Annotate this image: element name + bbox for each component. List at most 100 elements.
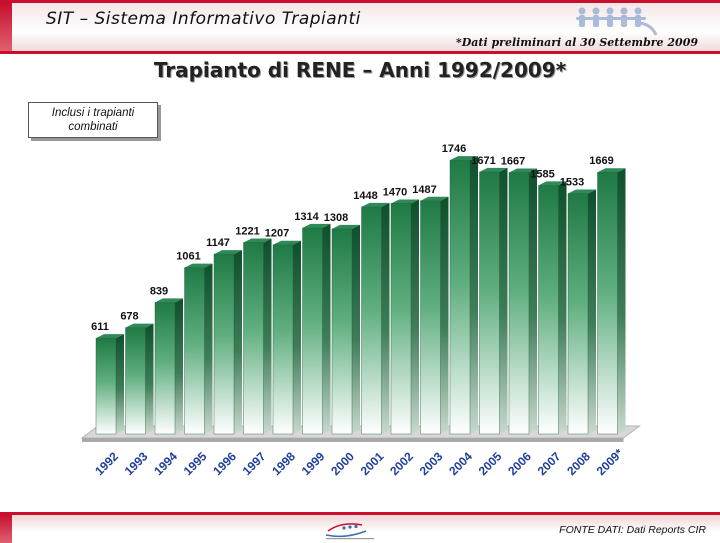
bar-front — [567, 193, 589, 435]
x-tick-label: 2001 — [358, 449, 387, 478]
bar-side — [263, 238, 272, 434]
footer-banner: FONTE DATI: Dati Reports CIR — [0, 512, 720, 543]
bar-top — [125, 323, 154, 328]
x-tick-label: 1995 — [181, 449, 210, 478]
bar-front — [184, 267, 205, 435]
value-label: 1585 — [530, 168, 554, 180]
bar-side — [293, 240, 301, 434]
bar-side — [175, 298, 183, 434]
bar — [567, 189, 596, 435]
bar-top — [391, 199, 419, 204]
x-tick-label: 1999 — [299, 449, 328, 478]
value-label: 1470 — [383, 186, 407, 198]
bar-front — [272, 244, 294, 435]
bar-side — [381, 202, 390, 434]
bar-side — [322, 223, 331, 434]
bar-front — [125, 327, 146, 435]
bar-front — [479, 171, 500, 435]
bar — [184, 263, 213, 435]
bar-top — [184, 263, 213, 268]
bar-top — [273, 240, 301, 245]
bar — [213, 250, 242, 435]
value-label: 1308 — [324, 212, 348, 224]
bar-side — [470, 156, 478, 434]
bar-top — [479, 167, 508, 172]
x-tick-label: 2008 — [564, 449, 593, 478]
x-tick-label: 2006 — [505, 449, 534, 478]
x-tick-label: 1997 — [240, 449, 269, 478]
bar-top — [302, 223, 331, 228]
bar — [272, 240, 301, 435]
bar-top — [361, 202, 390, 207]
bar-front — [449, 159, 471, 435]
bar — [95, 334, 124, 435]
bar-top — [332, 224, 360, 229]
bar-top — [450, 156, 478, 161]
value-label: 1221 — [235, 225, 259, 237]
bar-side — [204, 263, 213, 434]
bar — [479, 167, 508, 435]
bar — [449, 156, 478, 435]
x-tick-label: 1998 — [269, 449, 298, 478]
header-accent-band — [0, 3, 12, 51]
bar-front — [508, 172, 530, 435]
bar-top — [155, 298, 183, 303]
value-label: 1207 — [265, 228, 289, 240]
bar-top — [509, 168, 537, 173]
value-label: 839 — [150, 285, 168, 297]
x-tick-label: 1994 — [151, 449, 180, 478]
centro-nazionale-trapianti-logo — [325, 523, 374, 540]
bar — [361, 202, 390, 435]
bar-top — [243, 238, 272, 243]
x-tick-label: 2009* — [594, 446, 626, 478]
preliminary-data-note: *Dati preliminari al 30 Settembre 2009 — [455, 36, 698, 49]
bar — [390, 199, 419, 435]
bar-top — [568, 189, 596, 194]
x-tick-label: 2002 — [387, 449, 416, 478]
bar — [597, 168, 626, 435]
value-label: 1314 — [294, 211, 319, 223]
value-label: 1533 — [560, 177, 584, 189]
bar-side — [352, 224, 360, 434]
bar-front — [361, 206, 382, 435]
bar-side — [499, 167, 508, 434]
bar-front — [538, 185, 559, 435]
bar — [302, 223, 331, 435]
value-label: 1671 — [471, 155, 495, 167]
people-chain-icon — [576, 7, 658, 36]
x-tick-label: 2003 — [417, 449, 446, 478]
bar-front — [597, 172, 618, 435]
x-tick-label: 1993 — [122, 449, 151, 478]
bar-front — [213, 253, 235, 435]
bar-side — [411, 199, 419, 434]
bar-front — [154, 302, 176, 435]
chart-title: Trapianto di RENE – Anni 1992/2009* — [153, 58, 567, 82]
bar-side — [116, 334, 124, 434]
value-label: 1448 — [353, 190, 377, 202]
x-tick-label: 2004 — [446, 449, 475, 478]
x-tick-label: 2005 — [476, 449, 505, 478]
bar-top — [96, 334, 124, 339]
floor-edge — [82, 438, 624, 442]
value-label: 678 — [120, 311, 138, 323]
bar-side — [588, 189, 596, 434]
value-label: 1669 — [589, 155, 613, 167]
value-label-group: 611 678 839 1061 1147 1221 1207 1314 1308 1448 147… — [91, 143, 614, 333]
bar-front — [95, 337, 117, 435]
bar-front — [302, 227, 323, 435]
bar — [420, 196, 449, 435]
annotation-callout: Inclusi i trapianti combinati — [28, 102, 158, 138]
x-tick-label-group: 1992 1993 1994 1995 1996 1997 1998 1999 2000 2001… — [92, 446, 626, 478]
app-title: SIT – Sistema Informativo Trapianti — [46, 9, 361, 29]
header-banner: SIT – Sistema Informativo Trapianti *Dat… — [0, 0, 720, 54]
bar — [331, 224, 360, 435]
value-label: 1667 — [501, 156, 525, 168]
x-tick-label: 1992 — [92, 449, 121, 478]
value-label: 1487 — [412, 184, 436, 196]
value-label: 1746 — [442, 143, 466, 155]
bar-group — [95, 156, 626, 435]
bar-top — [538, 181, 567, 186]
value-label: 1061 — [176, 251, 200, 263]
footer-accent-band — [0, 515, 12, 543]
x-tick-label: 1996 — [210, 449, 239, 478]
